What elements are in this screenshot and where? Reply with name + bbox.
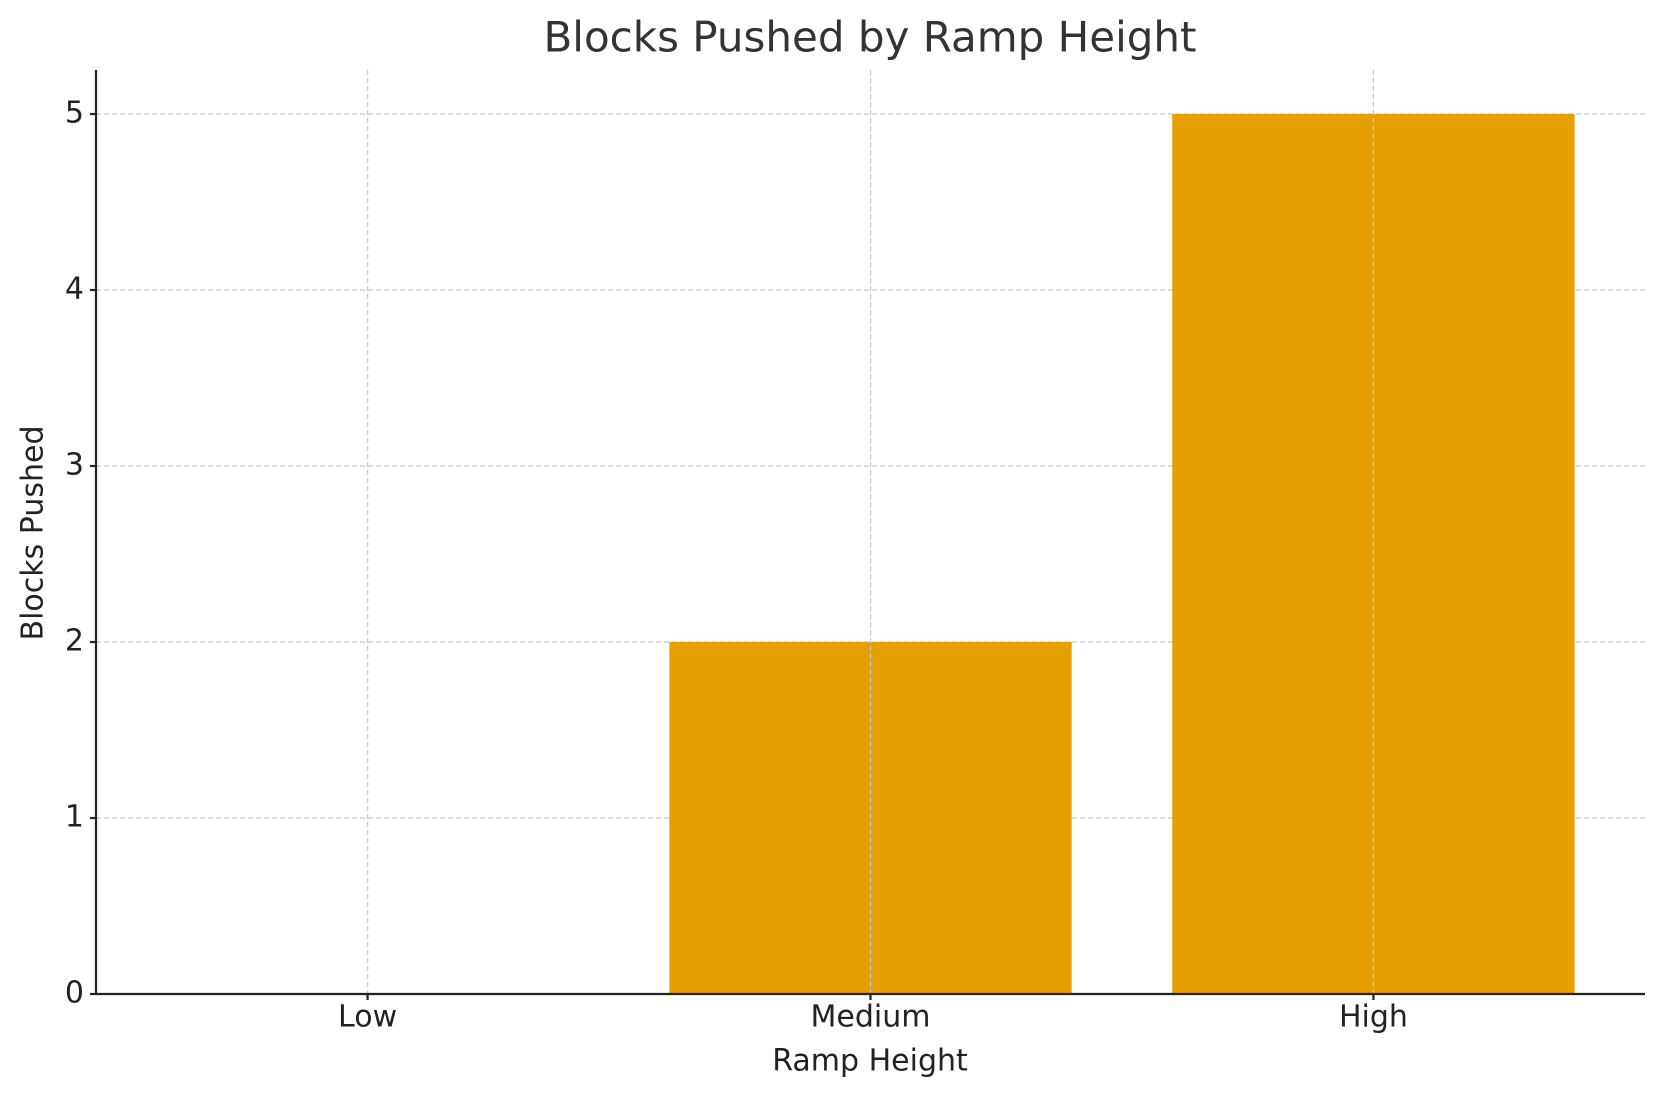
y-tick-label: 5 <box>65 96 84 131</box>
x-tick-label: Medium <box>811 1000 931 1035</box>
x-tick-label: Low <box>338 1000 397 1035</box>
y-axis-label: Blocks Pushed <box>16 425 51 640</box>
y-tick-label: 1 <box>65 800 84 835</box>
x-axis-label: Ramp Height <box>772 1044 968 1079</box>
chart-title: Blocks Pushed by Ramp Height <box>543 13 1196 62</box>
x-tick-label: High <box>1339 1000 1408 1035</box>
y-tick-label: 4 <box>65 272 84 307</box>
y-tick-label: 0 <box>65 976 84 1011</box>
y-tick-label: 3 <box>65 448 84 483</box>
y-tick-label: 2 <box>65 624 84 659</box>
